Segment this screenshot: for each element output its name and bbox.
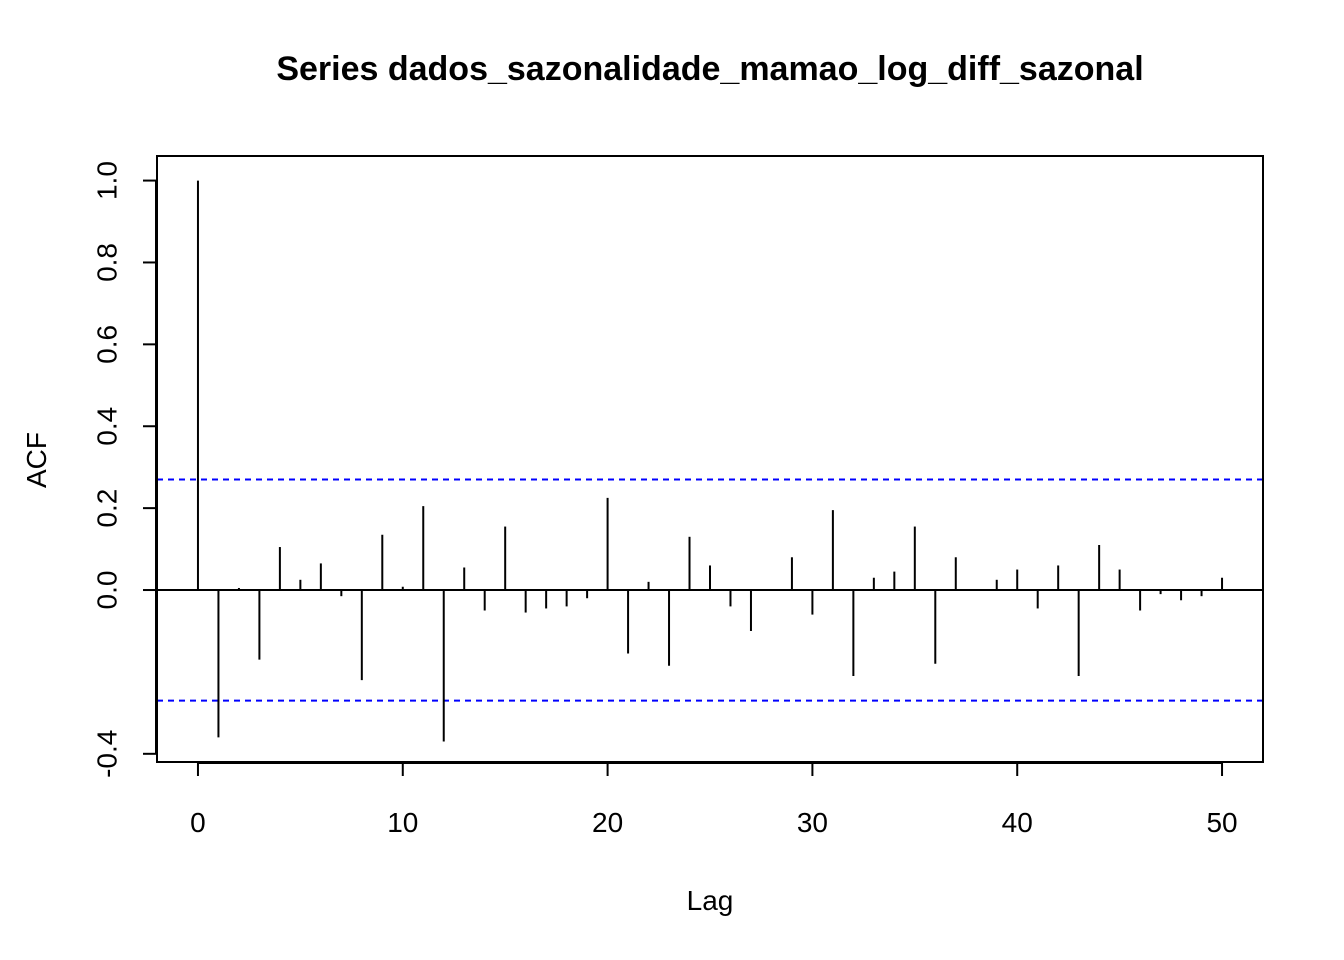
x-tick-label: 40	[1002, 807, 1033, 838]
plot-area	[157, 180, 1263, 742]
x-tick-label: 30	[797, 807, 828, 838]
y-tick-label: 0.0	[91, 571, 122, 610]
y-axis-label: ACF	[21, 432, 52, 488]
y-tick-label: 0.8	[91, 243, 122, 282]
y-tick-label: 0.2	[91, 489, 122, 528]
chart-title: Series dados_sazonalidade_mamao_log_diff…	[276, 50, 1143, 88]
y-tick-label: 1.0	[91, 161, 122, 200]
x-tick-label: 10	[387, 807, 418, 838]
y-tick-label: -0.4	[91, 730, 122, 778]
y-axis: -0.4 0.0 0.2 0.4 0.6 0.8 1.0	[91, 161, 157, 778]
y-tick-label: 0.4	[91, 407, 122, 446]
x-axis-label: Lag	[687, 885, 734, 916]
x-axis: 0 10 20 30 40 50	[190, 762, 1238, 838]
x-tick-label: 0	[190, 807, 206, 838]
plot-border	[156, 155, 1264, 763]
y-tick-label: 0.6	[91, 325, 122, 364]
x-tick-label: 50	[1206, 807, 1237, 838]
x-tick-label: 20	[592, 807, 623, 838]
